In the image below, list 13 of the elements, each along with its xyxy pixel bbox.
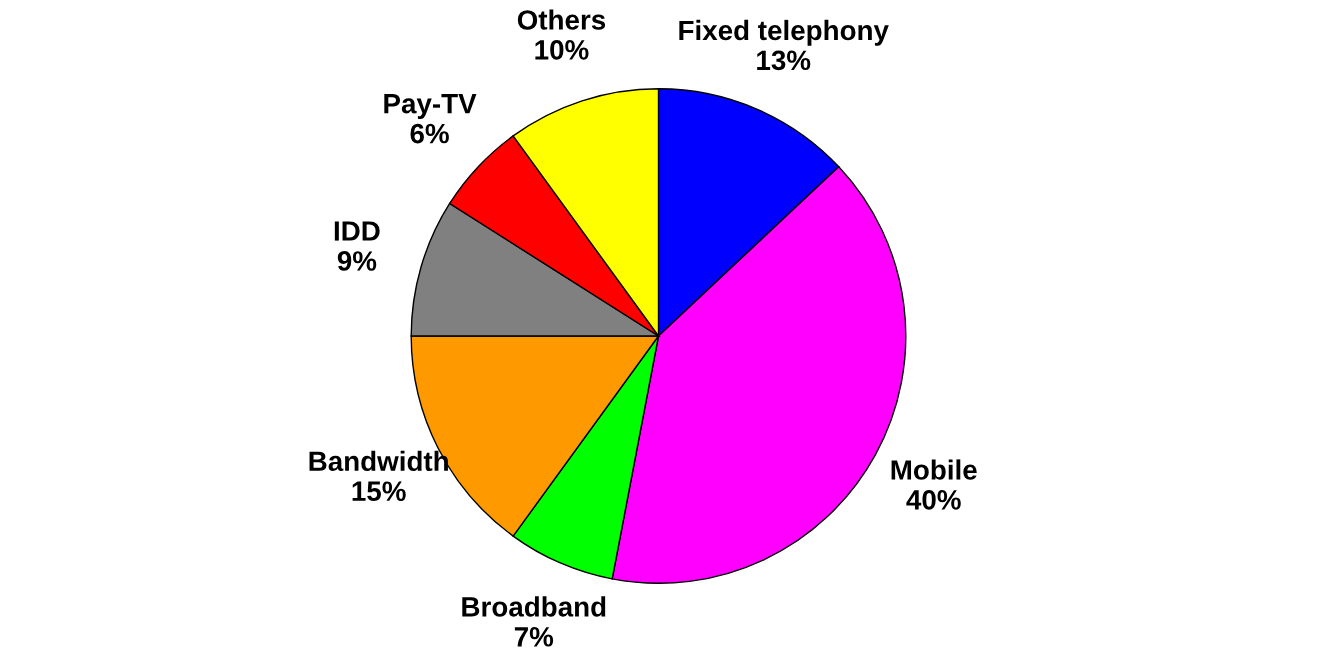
slice-label: Pay-TV xyxy=(384,94,477,119)
slice-label: Broadband xyxy=(462,596,606,617)
data-label: 6% xyxy=(410,123,449,144)
data-label: 9% xyxy=(337,251,377,271)
slice-label: IDD xyxy=(334,221,380,241)
slice-label: Fixed telephony xyxy=(679,19,889,46)
data-label: 7% xyxy=(514,627,554,647)
data-label: 15% xyxy=(352,481,406,501)
data-label: 13% xyxy=(757,50,811,71)
slice-label: Others xyxy=(517,9,606,30)
data-label: 40% xyxy=(906,490,961,510)
data-label: 10% xyxy=(535,40,589,60)
slice-label: Mobile xyxy=(891,459,977,480)
